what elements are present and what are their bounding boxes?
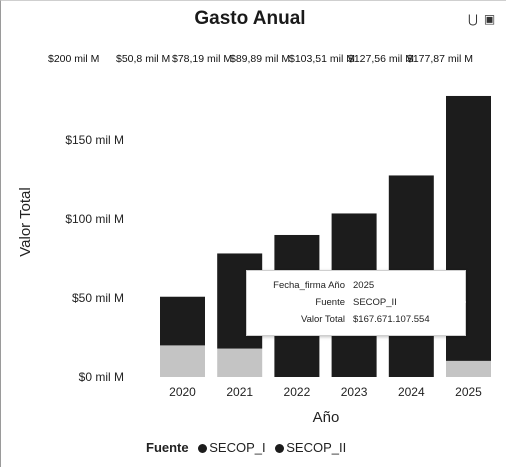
bar-secop-i: [160, 296, 205, 346]
legend-swatch: [198, 444, 208, 453]
visual-header: ⋃ ▣: [468, 12, 501, 26]
y-axis: $0 mil M $50 mil M $100 mil M $150 mil M $20…: [48, 53, 124, 384]
y-tick-label: $50 mil M: [72, 291, 124, 305]
data-label: $78,19 mil M: [172, 53, 232, 65]
tooltip-row-year: Fecha_firma Año 2025: [247, 280, 465, 294]
x-tick-label: 2020: [169, 385, 196, 399]
data-label: $127,56 mil M: [348, 53, 414, 65]
filter-icon[interactable]: ⋃: [468, 12, 478, 26]
legend-swatch: [275, 444, 285, 453]
tooltip-value: SECOP_II: [353, 297, 397, 308]
tooltip: Fecha_firma Año 2025 Fuente SECOP_II Val…: [246, 270, 466, 336]
y-tick-label: $100 mil M: [65, 212, 124, 226]
y-tick-label: $0 mil M: [79, 370, 124, 384]
x-axis-title: Año: [313, 409, 340, 426]
y-axis-title: Valor Total: [17, 187, 34, 257]
legend-label: SECOP_II: [286, 440, 347, 455]
data-label: $177,87 mil M: [407, 53, 473, 65]
legend-label: SECOP_I: [209, 440, 266, 455]
x-tick-label: 2024: [398, 385, 425, 399]
bar-secop-ii: [160, 345, 205, 377]
tooltip-key: Fuente: [315, 297, 345, 308]
tooltip-pointer: [459, 296, 466, 308]
bar-secop-ii: [446, 360, 491, 377]
legend: Fuente SECOP_I SECOP_II: [146, 440, 352, 455]
x-tick-label: 2025: [455, 385, 482, 399]
tooltip-row-fuente: Fuente SECOP_II: [247, 297, 465, 311]
y-tick-label: $200 mil M: [48, 53, 99, 65]
legend-item-secop-i[interactable]: SECOP_I: [198, 440, 266, 455]
data-label: $103,51 mil M: [289, 53, 355, 65]
tooltip-key: Valor Total: [300, 314, 345, 325]
legend-item-secop-ii[interactable]: SECOP_II: [275, 440, 346, 455]
x-tick-label: 2022: [284, 385, 311, 399]
data-label: $50,8 mil M: [116, 53, 170, 65]
tooltip-value: 2025: [353, 280, 375, 291]
chart-title: Gasto Anual: [194, 8, 306, 29]
bar-secop-ii: [217, 348, 263, 377]
total-data-labels: $50,8 mil M $78,19 mil M$89,89 mil M$103,…: [116, 53, 473, 65]
legend-title: Fuente: [146, 440, 189, 455]
tooltip-value: $167.671.107.554: [353, 314, 430, 325]
x-tick-label: 2021: [226, 385, 253, 399]
tooltip-row-valor: Valor Total $167.671.107.554: [247, 314, 465, 328]
data-label: $89,89 mil M: [230, 53, 290, 65]
y-tick-label: $150 mil M: [65, 133, 124, 147]
tooltip-key: Fecha_firma Año: [273, 280, 345, 291]
focus-mode-icon[interactable]: ▣: [483, 12, 496, 26]
x-axis: 2020 2021 2022 2023 2024 2025: [169, 385, 482, 399]
x-tick-label: 2023: [341, 385, 368, 399]
